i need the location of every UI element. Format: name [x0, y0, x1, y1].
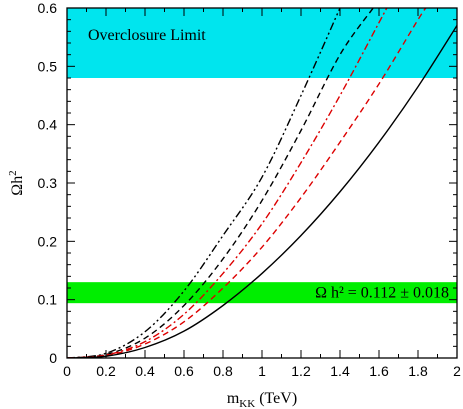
y-tick-label: 0.4: [38, 117, 58, 133]
x-axis-title-subscript: KK: [239, 398, 255, 409]
series-2-line: [67, 8, 388, 358]
overclosure-label: Overclosure Limit: [88, 27, 206, 44]
series-3-line: [67, 8, 427, 358]
x-tick-label: 0.4: [135, 363, 155, 379]
x-tick-label: 1.4: [330, 363, 350, 379]
y-tick-label: 0.6: [38, 0, 58, 16]
bands-layer: Overclosure Limit Ω h² = 0.112 ± 0.018: [67, 8, 457, 304]
y-tick-label: 0.2: [38, 233, 58, 249]
series-0-line: [67, 8, 341, 358]
x-axis-title-unit: (TeV): [255, 390, 297, 407]
series-1-line: [67, 8, 374, 358]
x-axis-title-main: m: [227, 390, 240, 407]
series-4-line: [67, 25, 457, 358]
x-tick-label: 1: [258, 363, 266, 379]
x-tick-label: 1.8: [408, 363, 428, 379]
relic-density-label: Ω h² = 0.112 ± 0.018: [315, 285, 449, 302]
y-axis-title: Ωh2: [7, 170, 26, 195]
x-tick-label: 0.8: [213, 363, 233, 379]
band-0: [67, 8, 457, 78]
tick-labels-layer: 0 0.2 0.4 0.6 0.8 1 1.2 1.4 1.6 1.8 2 0 0.1 0.2 0.3 0.4…: [38, 0, 462, 379]
y-axis-title-superscript: 2: [7, 170, 19, 176]
y-axis-title-main: Ωh: [9, 176, 26, 196]
x-tick-label: 0.2: [96, 363, 116, 379]
y-tick-label: 0.5: [38, 58, 58, 74]
y-tick-label: 0.1: [38, 292, 58, 308]
band-1: [67, 282, 457, 304]
x-tick-label: 0.6: [174, 363, 194, 379]
x-axis-title: mKK (TeV): [227, 390, 297, 409]
series-layer: [67, 8, 457, 358]
y-tick-label: 0: [49, 350, 57, 366]
ticks-layer: [66, 7, 458, 359]
x-tick-label: 2: [453, 363, 461, 379]
x-tick-label: 1.2: [291, 363, 311, 379]
x-tick-label: 0: [63, 363, 71, 379]
y-tick-label: 0.3: [38, 175, 58, 191]
x-tick-label: 1.6: [369, 363, 389, 379]
